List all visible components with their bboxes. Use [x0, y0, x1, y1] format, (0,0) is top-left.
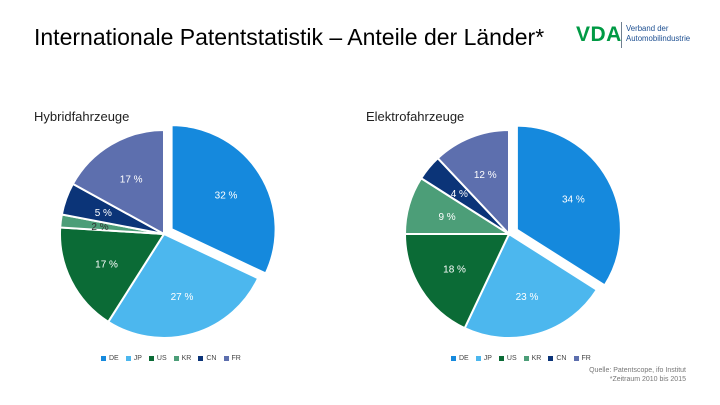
pie-slice-electric-de — [515, 124, 622, 287]
pie-slice-hybrid-fr — [71, 128, 165, 236]
pie-slice-electric-us — [403, 233, 511, 330]
logo-mark: VDA — [576, 23, 622, 46]
data-label-electric-kr: 9 % — [438, 212, 455, 223]
legend-swatch — [173, 356, 179, 361]
chart-title-hybrid: Hybridfahrzeuge — [34, 109, 130, 124]
data-label-electric-cn: 4 % — [451, 189, 468, 200]
legend-item-hybrid-fr: FR — [223, 355, 241, 362]
legend-item-hybrid-kr: KR — [173, 355, 192, 362]
legend-swatch — [101, 356, 106, 361]
legend-item-electric-cn: CN — [548, 355, 567, 362]
legend-swatch — [451, 356, 456, 361]
data-label-hybrid-de: 32 % — [215, 191, 238, 202]
data-label-hybrid-jp: 27 % — [171, 292, 194, 303]
legend-item-hybrid-jp: JP — [125, 355, 142, 362]
legend-item-electric-fr: FR — [573, 355, 591, 362]
logo-org-name: Verband der Automobilindustrie — [626, 24, 690, 44]
source-note: Quelle: Patentscope, ifo Institut *Zeitr… — [589, 366, 686, 384]
data-label-hybrid-cn: 5 % — [95, 208, 112, 219]
legend-label: CN — [206, 355, 217, 362]
legend-label: DE — [109, 355, 119, 362]
data-label-electric-jp: 23 % — [516, 292, 539, 303]
legend-item-electric-de: DE — [451, 355, 469, 362]
legend-item-hybrid-cn: CN — [198, 355, 217, 362]
source-text: Quelle: Patentscope, ifo Institut — [589, 367, 686, 374]
data-label-electric-fr: 12 % — [474, 170, 497, 181]
logo-org-line-2: Automobilindustrie — [626, 34, 691, 43]
data-label-electric-de: 34 % — [562, 195, 585, 206]
legend-swatch — [223, 356, 229, 361]
legend-swatch — [548, 356, 554, 361]
period-text: *Zeitraum 2010 bis 2015 — [609, 376, 686, 383]
logo-org-line-1: Verband der — [626, 24, 669, 33]
legend-swatch — [198, 356, 204, 361]
legend-item-electric-jp: JP — [475, 355, 492, 362]
legend-hybrid: DE JP US KR CN FR — [101, 355, 248, 362]
legend-label: KR — [181, 355, 192, 362]
legend-label: FR — [581, 355, 591, 362]
data-label-hybrid-kr: 2 % — [91, 222, 108, 233]
legend-label: US — [156, 355, 167, 362]
data-label-hybrid-us: 17 % — [95, 259, 118, 270]
pie-slice-electric-fr — [436, 128, 510, 237]
legend-label: JP — [483, 355, 492, 362]
data-label-hybrid-fr: 17 % — [120, 174, 143, 185]
legend-label: US — [506, 355, 517, 362]
data-label-electric-us: 18 % — [443, 265, 466, 276]
legend-swatch — [523, 356, 529, 361]
legend-label: JP — [133, 355, 142, 362]
legend-label: CN — [556, 355, 567, 362]
legend-swatch — [498, 356, 504, 361]
pie-slice-hybrid-de — [170, 124, 277, 275]
legend-label: FR — [231, 355, 241, 362]
legend-item-electric-kr: KR — [523, 355, 542, 362]
legend-electric: DE JP US KR CN FR — [451, 355, 598, 362]
legend-item-hybrid-us: US — [148, 355, 167, 362]
page-title: Internationale Patentstatistik – Anteile… — [34, 24, 545, 50]
legend-label: DE — [459, 355, 469, 362]
legend-item-electric-us: US — [498, 355, 517, 362]
logo-divider — [621, 22, 622, 48]
legend-item-hybrid-de: DE — [101, 355, 119, 362]
legend-swatch — [125, 356, 131, 361]
legend-swatch — [573, 356, 579, 361]
legend-swatch — [148, 356, 154, 361]
chart-title-electric: Elektrofahrzeuge — [366, 109, 465, 124]
legend-swatch — [475, 356, 481, 361]
legend-label: KR — [531, 355, 542, 362]
pie-slice-hybrid-us — [59, 226, 166, 324]
pie-slice-hybrid-jp — [106, 232, 260, 339]
